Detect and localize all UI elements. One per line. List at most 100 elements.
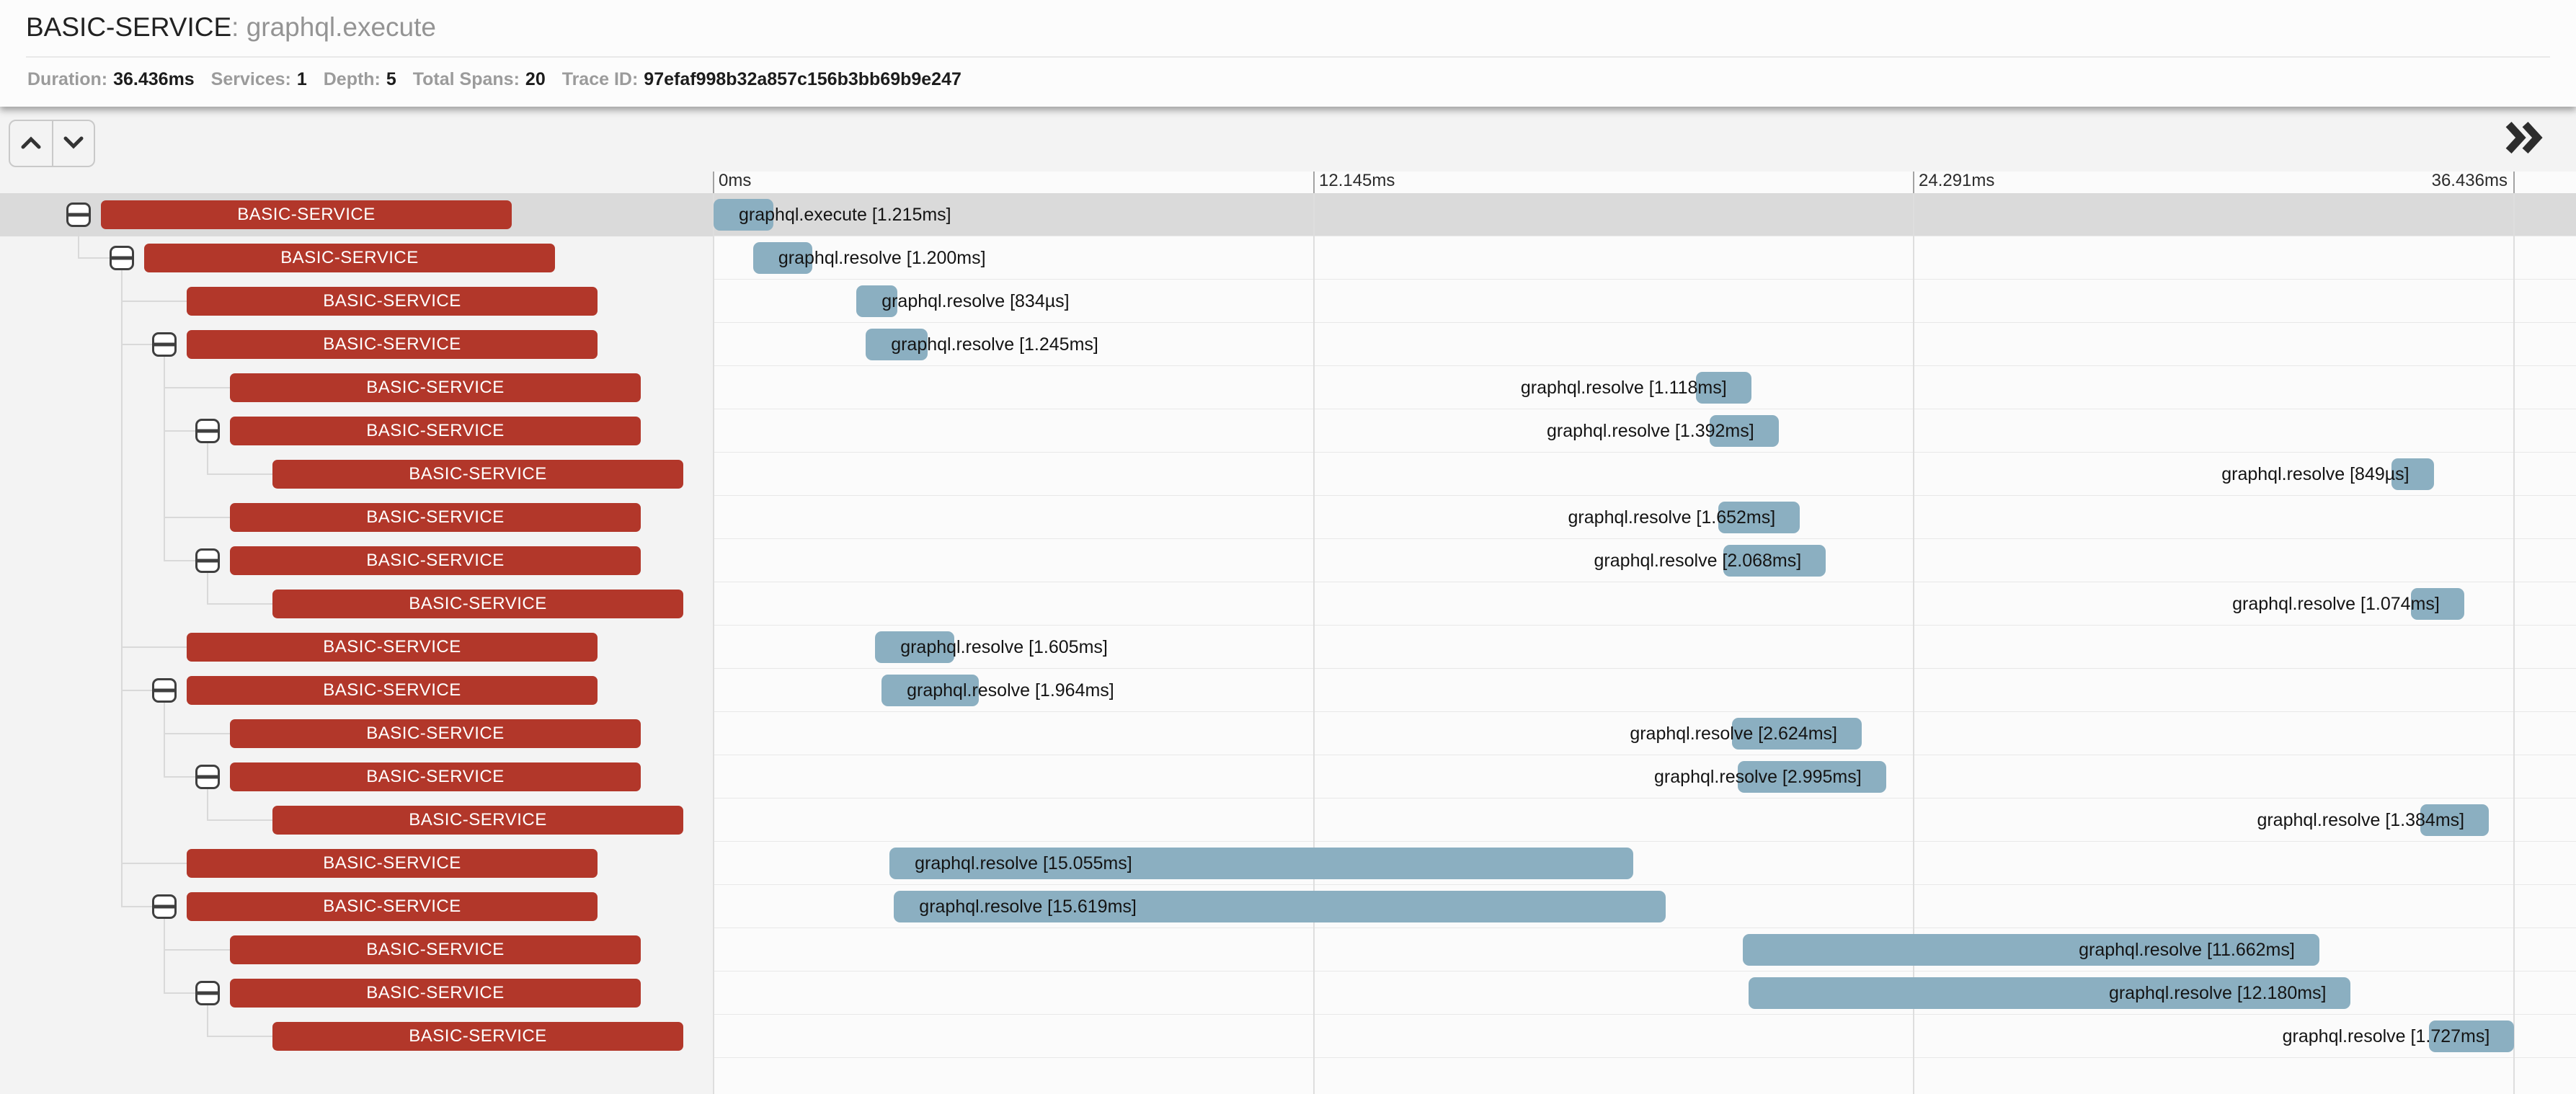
tree-connector-vertical <box>121 270 123 907</box>
root-span-name: graphql.execute <box>246 12 436 42</box>
collapse-children-toggle[interactable] <box>195 765 220 789</box>
span-duration-bar[interactable] <box>1710 415 1779 447</box>
service-name-bar[interactable]: BASIC-SERVICE <box>187 892 598 921</box>
tree-connector-horizontal <box>164 430 195 432</box>
row-separator <box>713 1057 2576 1058</box>
span-duration-bar[interactable] <box>1732 718 1862 750</box>
service-name-bar[interactable]: BASIC-SERVICE <box>187 676 598 705</box>
span-label: graphql.resolve [1.245ms] <box>891 334 1098 355</box>
service-name-bar[interactable]: BASIC-SERVICE <box>187 849 598 878</box>
tree-connector-horizontal <box>164 992 195 994</box>
tree-connector-horizontal <box>164 517 230 518</box>
span-duration-bar[interactable] <box>752 242 813 274</box>
chevron-down-icon <box>63 136 84 151</box>
span-navigation <box>9 120 95 167</box>
stat-item: Services: 1 <box>211 68 307 91</box>
service-name-bar[interactable]: BASIC-SERVICE <box>230 546 641 575</box>
service-name-bar[interactable]: BASIC-SERVICE <box>144 244 555 272</box>
stat-item: Duration: 36.436ms <box>27 68 195 91</box>
expand-details-button[interactable] <box>2504 121 2544 156</box>
span-label: graphql.resolve [1.392ms] <box>1547 421 1754 441</box>
tree-connector-vertical <box>78 227 79 258</box>
chevron-up-icon <box>20 135 42 151</box>
span-label: graphql.resolve [11.662ms] <box>2079 940 2295 960</box>
service-name-bar[interactable]: BASIC-SERVICE <box>230 417 641 445</box>
span-duration-bar[interactable] <box>894 891 1666 922</box>
span-duration-bar[interactable] <box>881 675 979 706</box>
service-name-bar[interactable]: BASIC-SERVICE <box>101 200 512 229</box>
span-label: graphql.resolve [15.619ms] <box>919 897 1137 917</box>
span-duration-bar[interactable] <box>2391 458 2434 490</box>
stat-item: Trace ID: 97efaf998b32a857c156b3bb69b9e24… <box>562 68 961 91</box>
service-name-bar[interactable]: BASIC-SERVICE <box>272 460 683 489</box>
service-name-bar[interactable]: BASIC-SERVICE <box>230 503 641 532</box>
span-duration-bar[interactable] <box>1723 545 1826 577</box>
span-duration-bar[interactable] <box>2420 804 2490 836</box>
span-duration-bar[interactable] <box>875 631 955 663</box>
tree-connector-vertical <box>164 357 165 561</box>
collapse-children-toggle[interactable] <box>195 981 220 1005</box>
tree-connector-horizontal <box>164 949 230 951</box>
span-label: graphql.resolve [1.118ms] <box>1520 378 1727 398</box>
tree-connector-vertical <box>207 573 208 604</box>
service-name-bar[interactable]: BASIC-SERVICE <box>230 719 641 748</box>
service-name-bar[interactable]: BASIC-SERVICE <box>187 330 598 359</box>
collapse-children-toggle[interactable] <box>66 203 91 227</box>
tree-connector-vertical <box>207 1005 208 1036</box>
tree-connector-horizontal <box>121 863 187 864</box>
timeline-tick-mark <box>713 172 714 193</box>
span-label: graphql.resolve [849µs] <box>2221 464 2410 484</box>
span-duration-bar[interactable] <box>2428 1020 2515 1052</box>
span-duration-bar[interactable] <box>856 285 898 317</box>
collapse-children-toggle[interactable] <box>110 246 134 270</box>
service-name-bar[interactable]: BASIC-SERVICE <box>230 979 641 1008</box>
tree-connector-vertical <box>207 789 208 820</box>
service-name-bar[interactable]: BASIC-SERVICE <box>272 806 683 835</box>
next-span-button[interactable] <box>52 121 94 166</box>
service-name-bar[interactable]: BASIC-SERVICE <box>187 633 598 662</box>
stat-value: 20 <box>525 69 546 89</box>
span-label: graphql.resolve [2.995ms] <box>1654 767 1862 787</box>
span-duration-bar[interactable] <box>1696 372 1751 404</box>
timeline-tick-mark <box>1313 172 1315 193</box>
timeline-tick-label: 36.436ms <box>2431 171 2508 190</box>
tree-connector-horizontal <box>207 603 272 605</box>
collapse-children-toggle[interactable] <box>195 419 220 443</box>
stat-value: 36.436ms <box>113 69 195 89</box>
row-separator <box>713 1014 2576 1015</box>
tree-connector-horizontal <box>207 819 272 821</box>
row-separator <box>713 711 2576 712</box>
service-name: BASIC-SERVICE <box>26 12 232 42</box>
collapse-children-toggle[interactable] <box>152 678 177 703</box>
stat-value: 5 <box>386 69 396 89</box>
tree-connector-horizontal <box>121 690 152 691</box>
span-duration-bar[interactable] <box>1718 502 1800 533</box>
service-name-bar[interactable]: BASIC-SERVICE <box>230 373 641 402</box>
span-label: graphql.resolve [12.180ms] <box>2108 983 2327 1003</box>
timeline-tick-label: 24.291ms <box>1919 171 1995 190</box>
timeline-tick-label: 12.145ms <box>1319 171 1395 190</box>
span-label: graphql.resolve [1.074ms] <box>2232 594 2440 614</box>
service-name-bar[interactable]: BASIC-SERVICE <box>272 1022 683 1051</box>
prev-span-button[interactable] <box>10 121 52 166</box>
stat-value: 97efaf998b32a857c156b3bb69b9e247 <box>644 69 961 89</box>
span-duration-bar[interactable] <box>714 199 774 231</box>
double-chevron-right-icon <box>2505 121 2543 156</box>
service-name-bar[interactable]: BASIC-SERVICE <box>272 590 683 618</box>
collapse-children-toggle[interactable] <box>152 332 177 357</box>
span-duration-bar[interactable] <box>2411 588 2464 620</box>
span-duration-bar[interactable] <box>889 848 1634 879</box>
tree-connector-horizontal <box>164 387 230 388</box>
stat-label: Depth: <box>323 69 381 89</box>
collapse-children-toggle[interactable] <box>195 548 220 573</box>
span-duration-bar[interactable] <box>1743 934 2319 966</box>
service-name-bar[interactable]: BASIC-SERVICE <box>187 287 598 316</box>
span-duration-bar[interactable] <box>1738 761 1886 793</box>
span-duration-bar[interactable] <box>866 329 928 360</box>
collapse-children-toggle[interactable] <box>152 894 177 919</box>
service-name-bar[interactable]: BASIC-SERVICE <box>230 935 641 964</box>
span-label: graphql.resolve [1.727ms] <box>2282 1026 2490 1046</box>
service-name-bar[interactable]: BASIC-SERVICE <box>230 762 641 791</box>
span-duration-bar[interactable] <box>1749 977 2351 1009</box>
